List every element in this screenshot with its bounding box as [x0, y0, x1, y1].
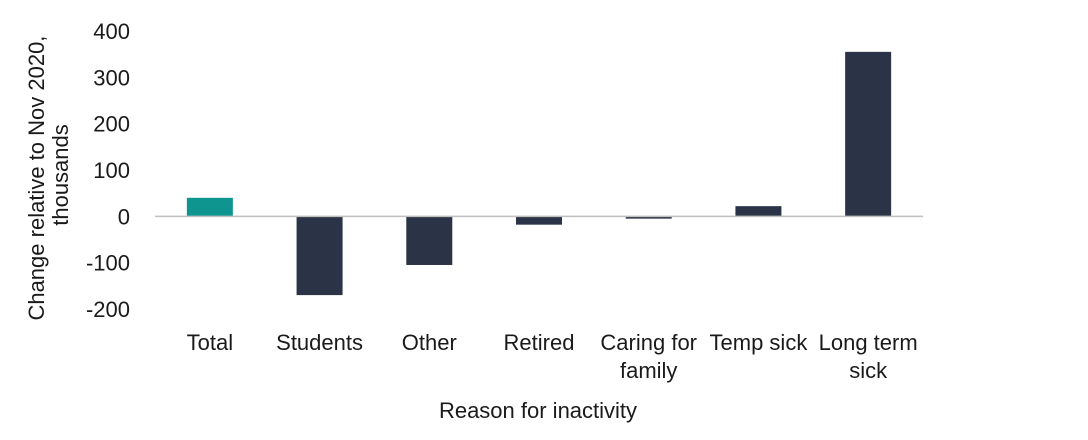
bar	[735, 206, 782, 217]
y-tick-label: -200	[86, 297, 130, 322]
bar	[186, 197, 233, 217]
y-axis-title: Change relative to Nov 2020, thousands	[24, 29, 73, 320]
y-tick-label: -100	[86, 251, 130, 276]
y-tick-label: 300	[93, 65, 130, 90]
bar	[625, 216, 672, 219]
y-tick-label: 0	[118, 204, 130, 229]
x-axis-labels: Total Students Other Retired Caring for famil…	[187, 330, 918, 383]
bar	[516, 216, 562, 225]
x-tick-label-line: Caring for	[600, 330, 697, 355]
x-tick-label-line: Long term	[819, 330, 918, 355]
x-tick-label: Total	[187, 330, 233, 355]
x-tick-label-line: Retired	[504, 330, 575, 355]
x-tick-label-line: Temp sick	[710, 330, 809, 355]
x-tick-label-line: Total	[187, 330, 233, 355]
y-axis-ticks: 400 300 200 100 0 -100 -200	[86, 19, 130, 322]
bars	[186, 51, 892, 296]
x-tick-label: Caring for family	[600, 330, 697, 383]
y-tick-label: 400	[93, 19, 130, 44]
x-axis-title: Reason for inactivity	[439, 398, 637, 423]
y-tick-label: 100	[93, 158, 130, 183]
x-tick-label-line: Students	[276, 330, 363, 355]
x-tick-label: Temp sick	[710, 330, 809, 355]
y-tick-label: 200	[93, 112, 130, 137]
bar	[845, 51, 892, 217]
y-axis-title-line-1: Change relative to Nov 2020,	[24, 36, 49, 321]
x-tick-label: Other	[402, 330, 457, 355]
x-tick-label: Retired	[504, 330, 575, 355]
x-tick-label-line: Other	[402, 330, 457, 355]
x-tick-label-line: family	[620, 358, 677, 383]
x-tick-label: Long term sick	[819, 330, 918, 383]
x-tick-label: Students	[276, 330, 363, 355]
bar	[406, 216, 453, 265]
x-tick-label-line: sick	[849, 358, 888, 383]
bar	[296, 216, 343, 296]
y-axis-title-line-2: thousands	[48, 124, 73, 226]
